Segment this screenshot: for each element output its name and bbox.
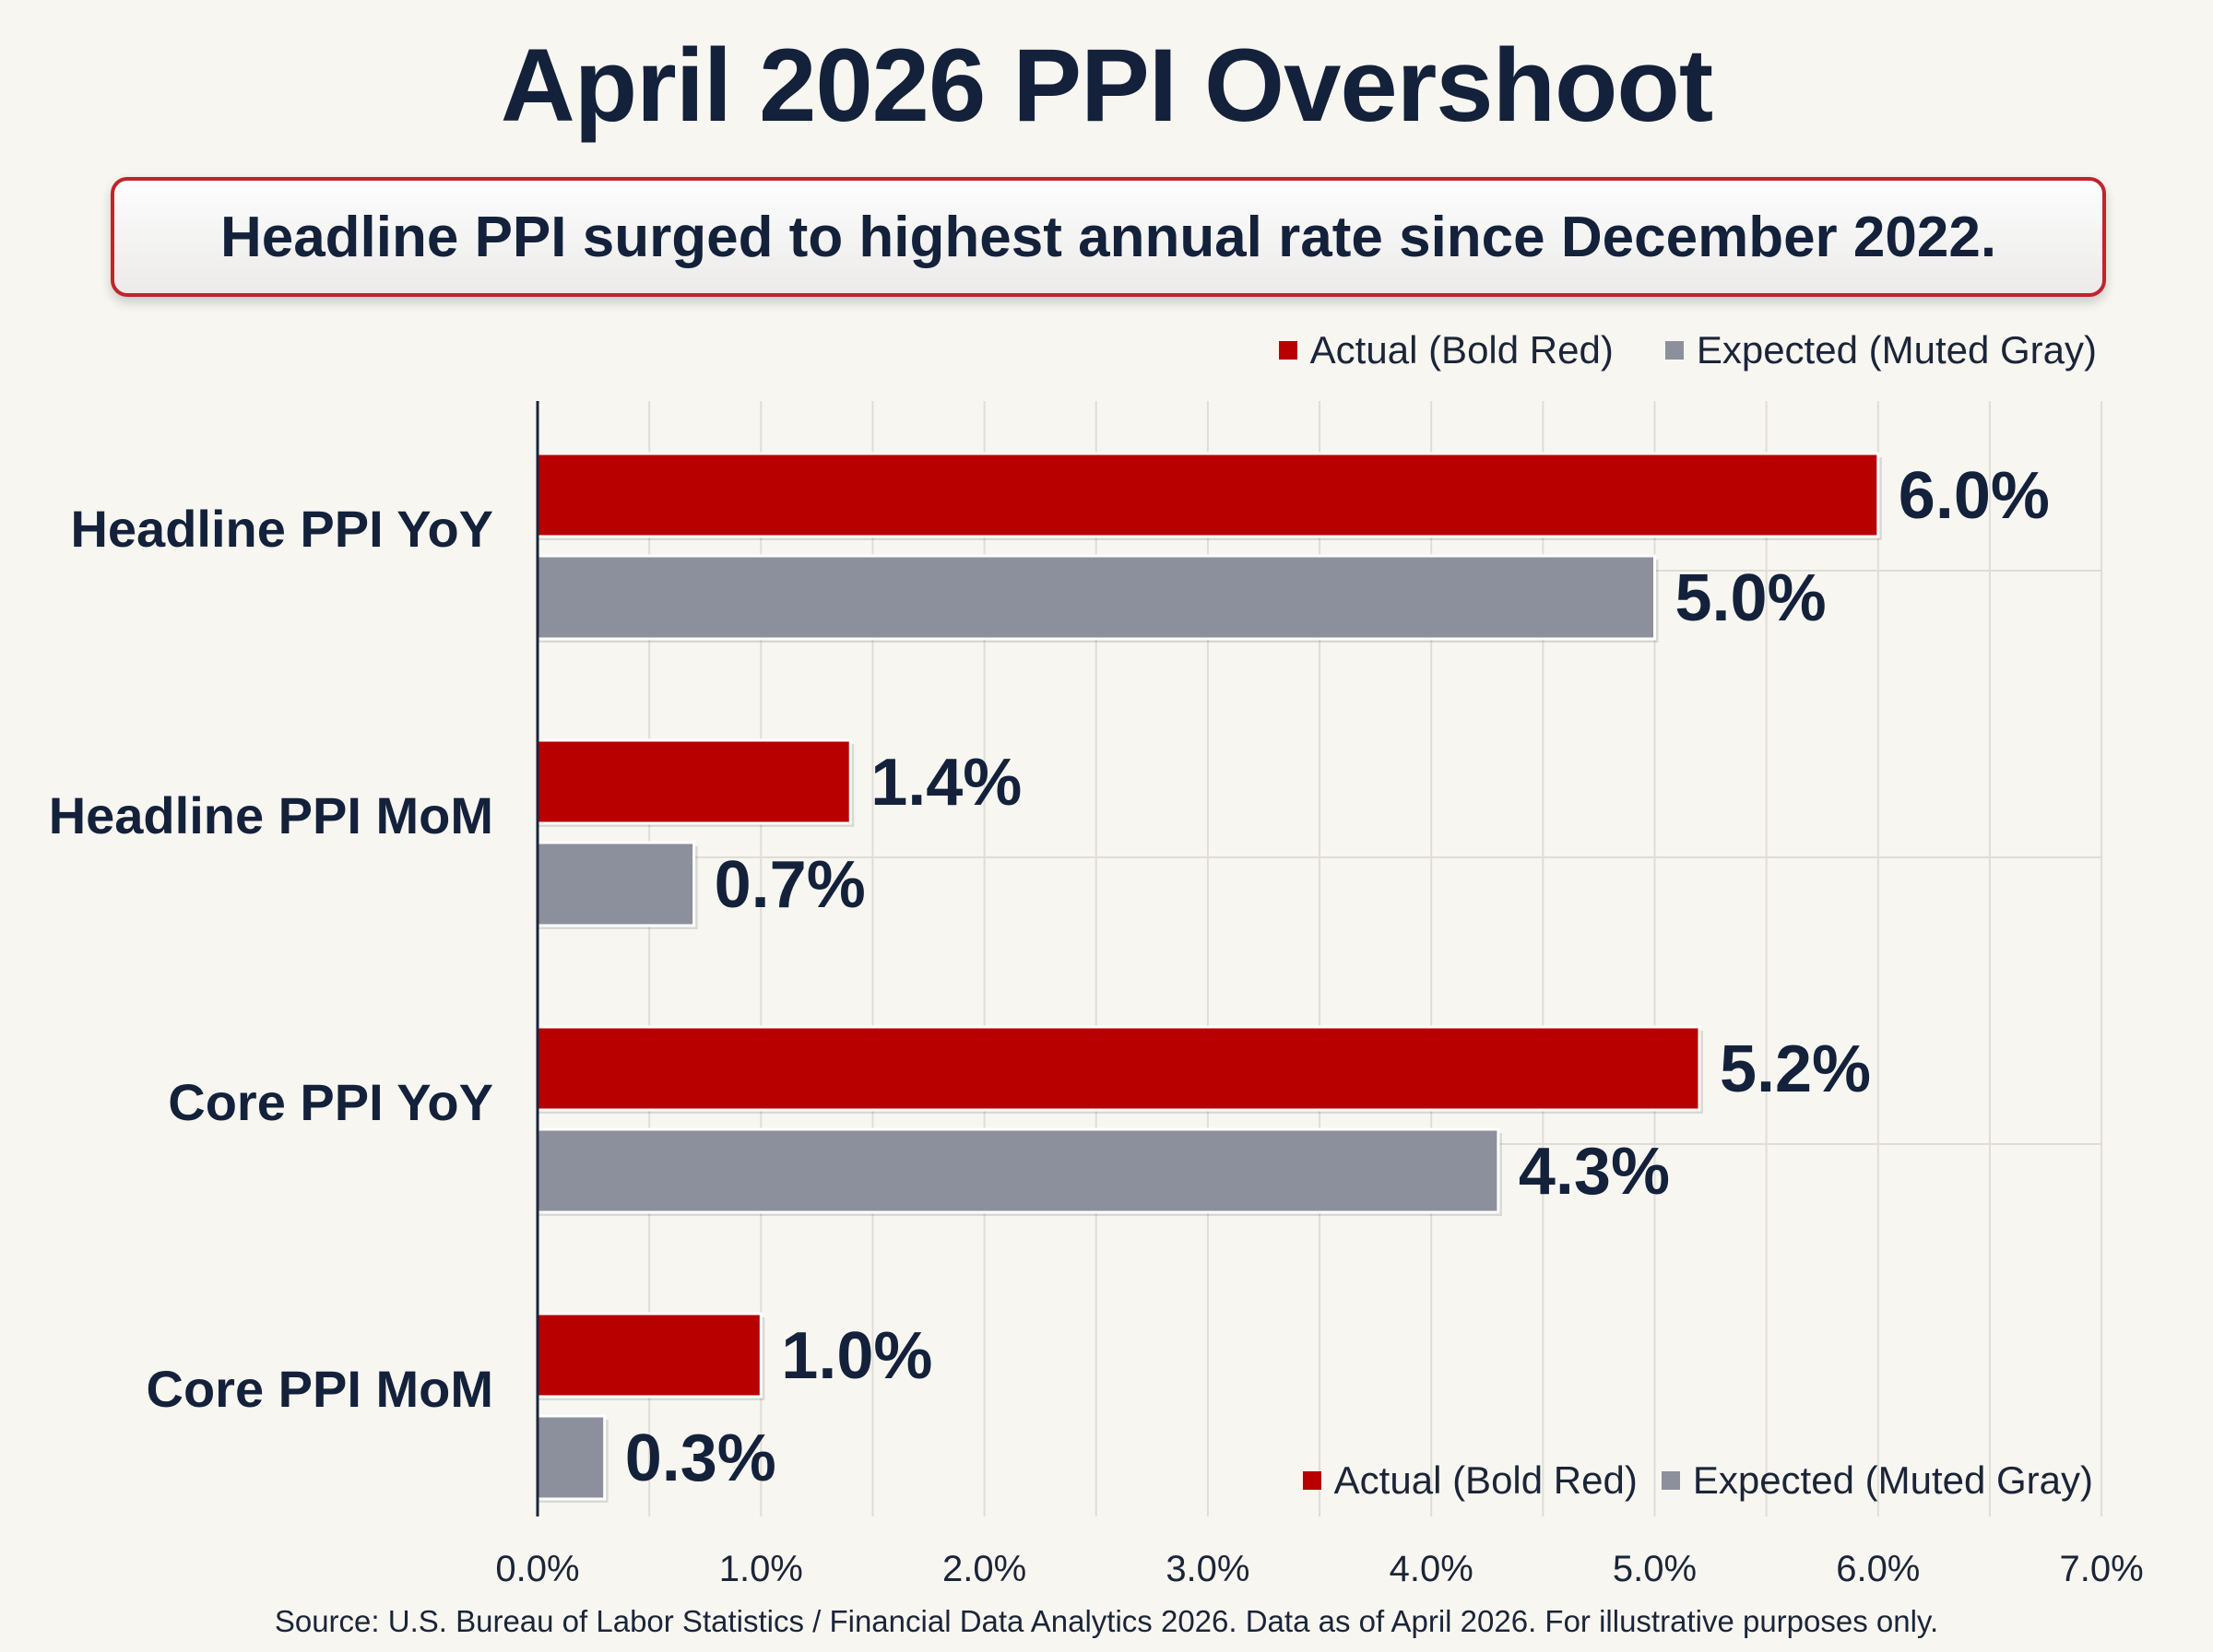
bar-actual: [536, 1025, 1701, 1112]
category-label: Core PPI MoM: [147, 1360, 493, 1418]
category-label: Headline PPI MoM: [49, 786, 493, 844]
value-label-actual: 5.2%: [1720, 1032, 1871, 1106]
x-tick-label: 3.0%: [1166, 1549, 1249, 1589]
bar-actual: [536, 1312, 763, 1398]
bar-expected: [536, 841, 696, 927]
bar-expected: [536, 1127, 1500, 1214]
category-label: Headline PPI YoY: [70, 500, 493, 558]
value-label-actual: 1.0%: [781, 1319, 932, 1393]
bar-expected: [536, 554, 1656, 641]
source-note: Source: U.S. Bureau of Labor Statistics …: [274, 1604, 1939, 1638]
category-label: Core PPI YoY: [168, 1073, 493, 1131]
value-label-expected: 0.3%: [625, 1422, 776, 1495]
legend-swatch-actual: [1302, 1471, 1321, 1490]
legend-item-expected: Expected (Muted Gray): [1661, 1458, 2093, 1503]
value-label-actual: 6.0%: [1899, 459, 2050, 533]
subtitle-text: Headline PPI surged to highest annual ra…: [219, 205, 1997, 269]
x-tick-label: 0.0%: [495, 1549, 579, 1589]
x-tick-label: 7.0%: [2060, 1549, 2144, 1589]
chart-title: April 2026 PPI Overshoot: [500, 28, 1713, 143]
legend-label-actual: Actual (Bold Red): [1309, 328, 1614, 372]
legend-swatch-expected: [1661, 1471, 1680, 1490]
x-tick-label: 1.0%: [719, 1549, 803, 1589]
x-tick-label: 4.0%: [1390, 1549, 1473, 1589]
value-label-expected: 0.7%: [715, 848, 866, 922]
subtitle-banner: Headline PPI surged to highest annual ra…: [111, 177, 2106, 297]
bar-actual: [536, 738, 852, 825]
value-label-actual: 1.4%: [870, 746, 1022, 820]
legend-label-expected: Expected (Muted Gray): [1696, 328, 2097, 372]
x-tick-label: 6.0%: [1836, 1549, 1920, 1589]
value-label-expected: 5.0%: [1675, 561, 1827, 635]
value-label-expected: 4.3%: [1519, 1135, 1670, 1209]
x-tick-label: 2.0%: [942, 1549, 1026, 1589]
legend-item-actual: Actual (Bold Red): [1278, 328, 1614, 372]
legend-top: Actual (Bold Red) Expected (Muted Gray): [1278, 328, 2097, 372]
legend-item-actual: Actual (Bold Red): [1302, 1458, 1638, 1503]
legend-bottom: Actual (Bold Red) Expected (Muted Gray): [1302, 1458, 2093, 1503]
bar-actual: [536, 452, 1880, 538]
x-tick-label: 5.0%: [1613, 1549, 1697, 1589]
bar-expected: [536, 1414, 607, 1501]
legend-swatch-actual: [1278, 341, 1297, 360]
legend-item-expected: Expected (Muted Gray): [1664, 328, 2097, 372]
legend-swatch-expected: [1664, 341, 1684, 360]
legend-label-actual: Actual (Bold Red): [1333, 1458, 1638, 1502]
legend-label-expected: Expected (Muted Gray): [1692, 1458, 2093, 1502]
